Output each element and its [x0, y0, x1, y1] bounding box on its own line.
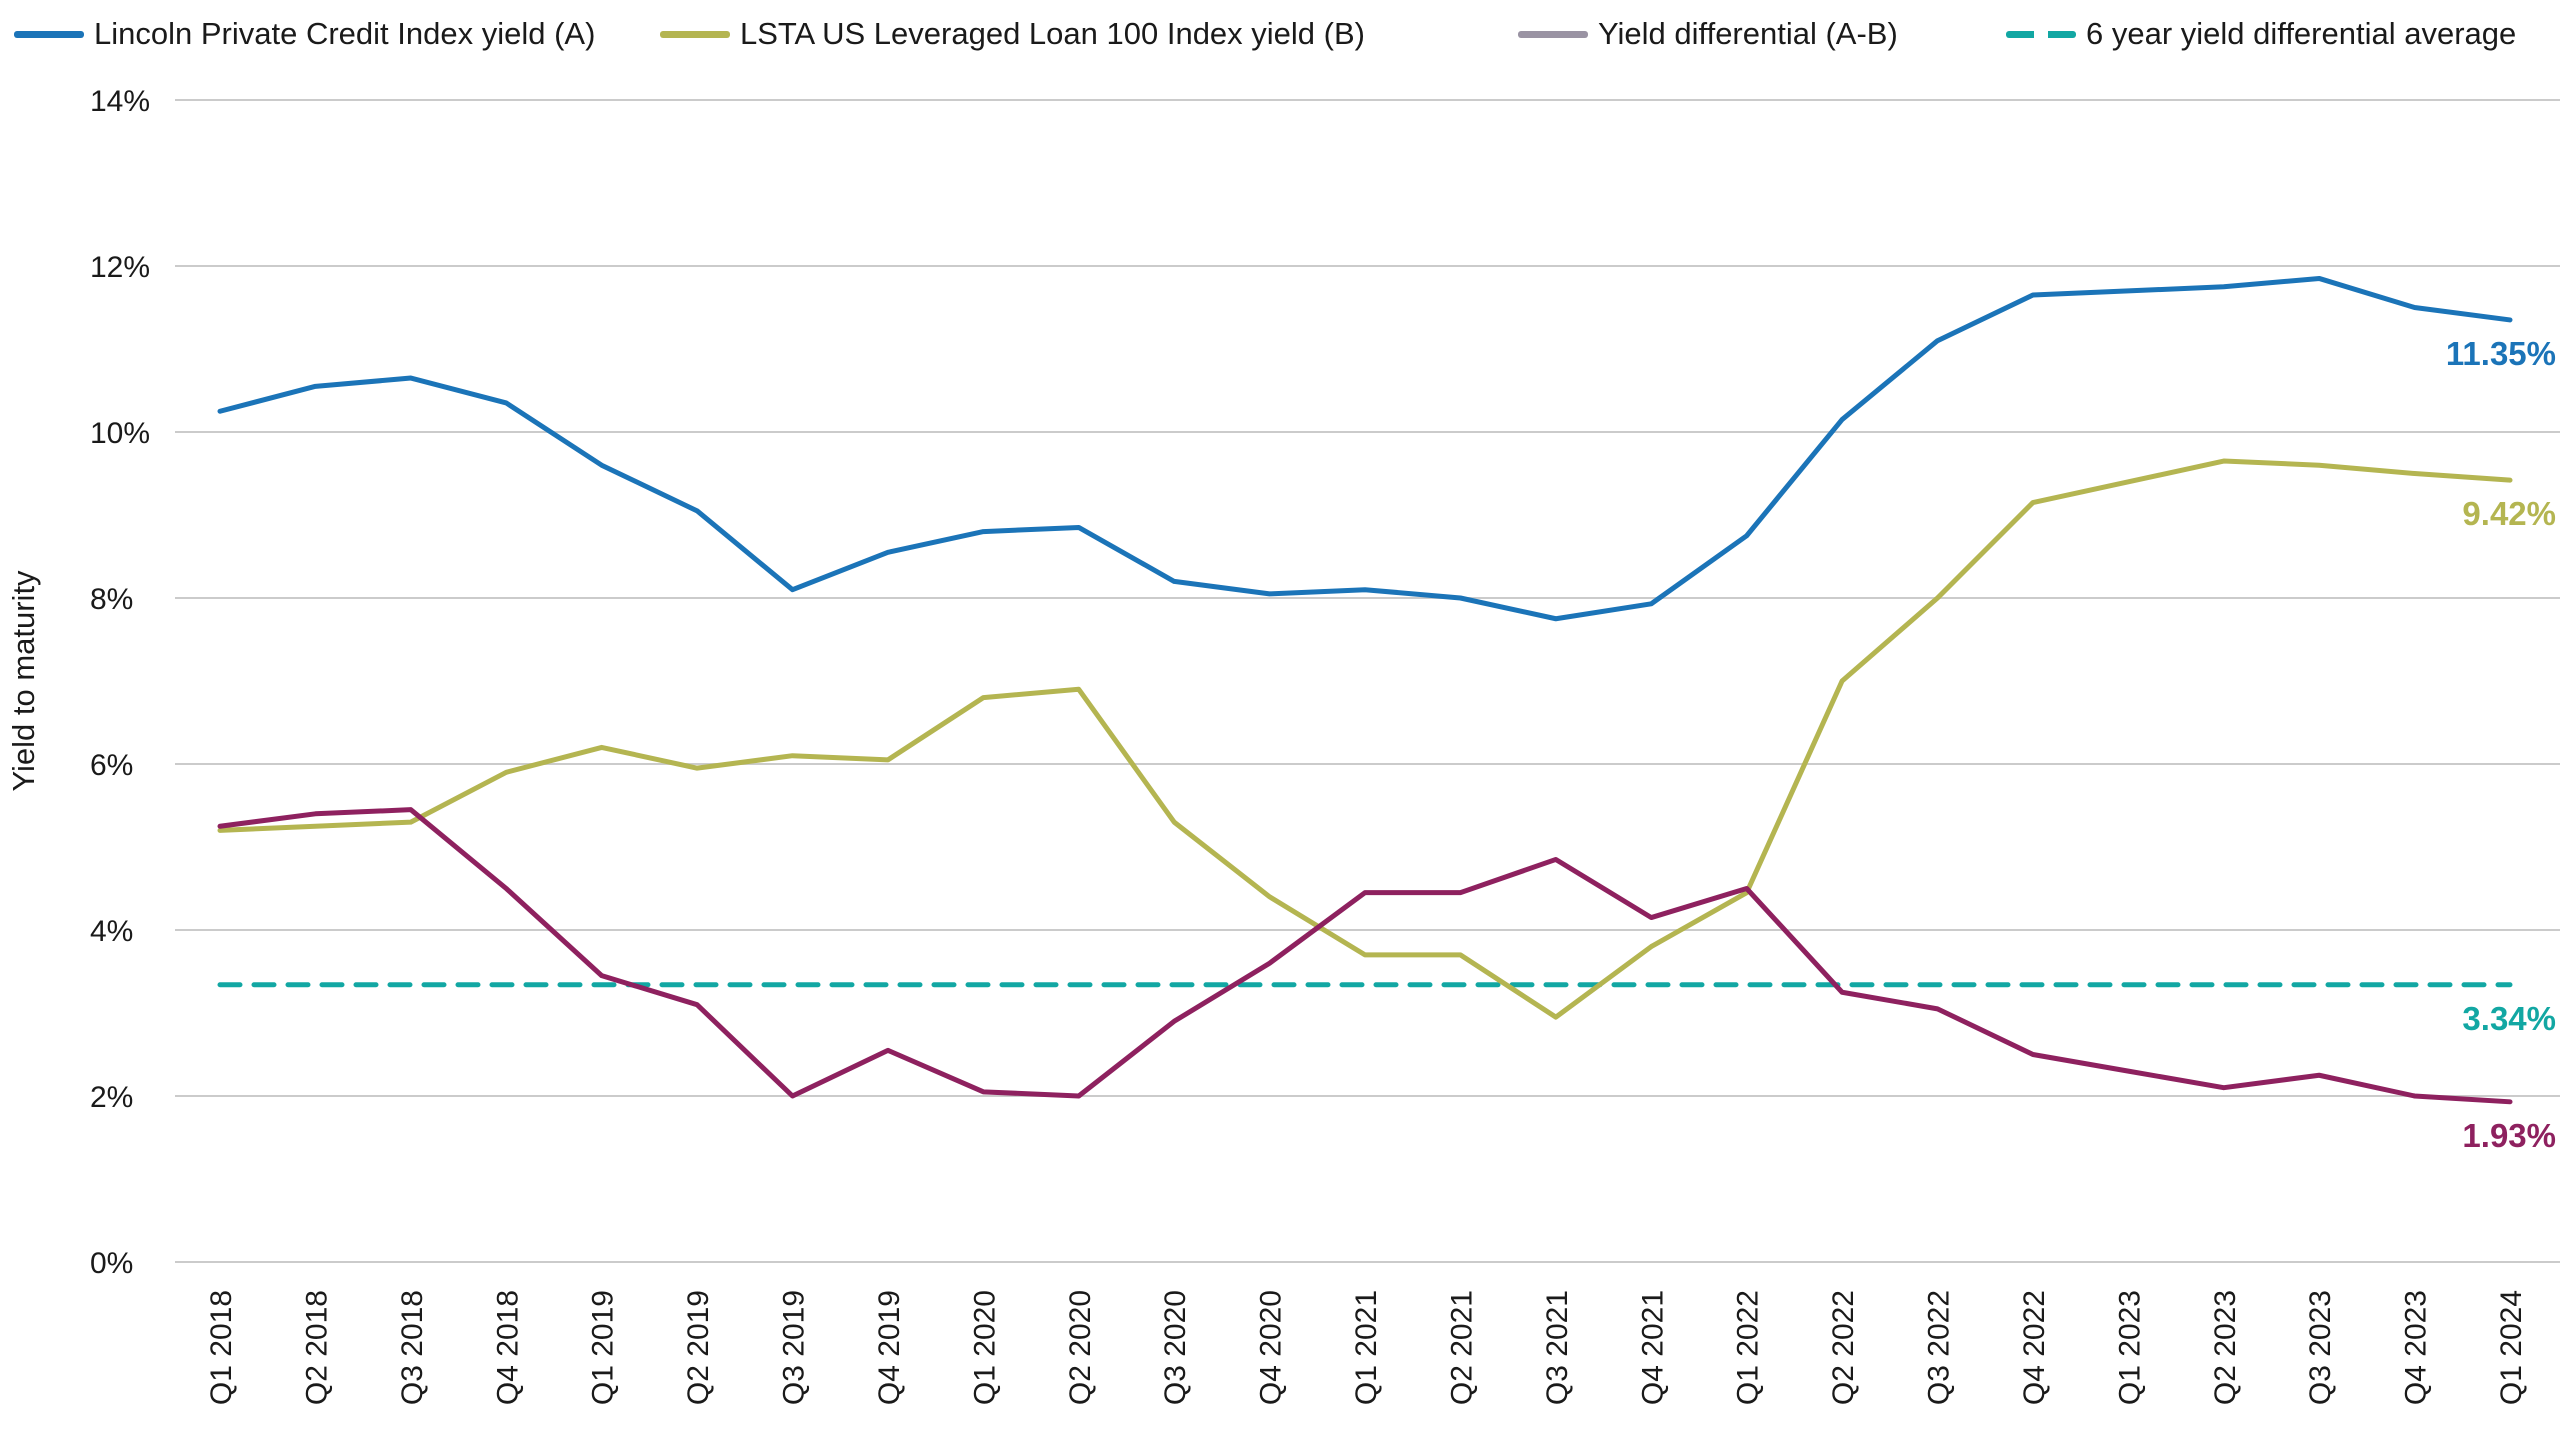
svg-text:Q1 2021: Q1 2021	[1350, 1290, 1383, 1405]
svg-text:Q4 2020: Q4 2020	[1255, 1290, 1288, 1405]
svg-text:Q2 2021: Q2 2021	[1445, 1290, 1478, 1405]
svg-text:Q4 2018: Q4 2018	[491, 1290, 524, 1405]
svg-text:12%: 12%	[90, 251, 150, 284]
svg-text:14%: 14%	[90, 85, 150, 118]
svg-text:2%: 2%	[90, 1081, 133, 1114]
svg-text:4%: 4%	[90, 915, 133, 948]
svg-text:6%: 6%	[90, 749, 133, 782]
svg-text:8%: 8%	[90, 583, 133, 616]
svg-text:Q3 2023: Q3 2023	[2304, 1290, 2337, 1405]
legend-swatch-0	[14, 30, 84, 38]
svg-text:1.93%: 1.93%	[2462, 1117, 2556, 1154]
svg-text:Q1 2018: Q1 2018	[205, 1290, 238, 1405]
svg-text:Q2 2020: Q2 2020	[1064, 1290, 1097, 1405]
svg-text:10%: 10%	[90, 417, 150, 450]
svg-text:Q1 2023: Q1 2023	[2113, 1290, 2146, 1405]
svg-text:Q1 2019: Q1 2019	[587, 1290, 620, 1405]
chart-legend: Lincoln Private Credit Index yield (A) L…	[0, 0, 2560, 64]
svg-text:Q2 2018: Q2 2018	[300, 1290, 333, 1405]
legend-item-yield-differential: Yield differential (A-B)	[1518, 14, 1898, 54]
legend-item-differential-average: 6 year yield differential average	[2006, 14, 2516, 54]
legend-label-lincoln-yield: Lincoln Private Credit Index yield (A)	[94, 16, 596, 51]
svg-text:Q1 2022: Q1 2022	[1732, 1290, 1765, 1405]
legend-item-lincoln-yield: Lincoln Private Credit Index yield (A)	[14, 14, 595, 54]
svg-text:9.42%: 9.42%	[2462, 495, 2556, 532]
legend-label-differential-average: 6 year yield differential average	[2086, 16, 2517, 51]
svg-text:0%: 0%	[90, 1247, 133, 1280]
svg-text:3.34%: 3.34%	[2462, 1000, 2556, 1037]
svg-text:Q2 2019: Q2 2019	[682, 1290, 715, 1405]
svg-text:Q1 2024: Q1 2024	[2495, 1290, 2528, 1405]
legend-label-yield-differential: Yield differential (A-B)	[1598, 16, 1898, 51]
svg-text:Q4 2019: Q4 2019	[873, 1290, 906, 1405]
svg-text:Q1 2020: Q1 2020	[968, 1290, 1001, 1405]
svg-text:Q3 2018: Q3 2018	[396, 1290, 429, 1405]
svg-text:11.35%: 11.35%	[2446, 335, 2556, 372]
svg-text:Q3 2019: Q3 2019	[778, 1290, 811, 1405]
svg-text:Q4 2022: Q4 2022	[2018, 1290, 2051, 1405]
svg-text:Yield to maturity: Yield to maturity	[6, 570, 41, 792]
legend-label-lsta-yield: LSTA US Leveraged Loan 100 Index yield (…	[740, 16, 1365, 51]
legend-item-lsta-yield: LSTA US Leveraged Loan 100 Index yield (…	[660, 14, 1365, 54]
svg-text:Q3 2020: Q3 2020	[1159, 1290, 1192, 1405]
svg-text:Q4 2021: Q4 2021	[1636, 1290, 1669, 1405]
svg-text:Q4 2023: Q4 2023	[2400, 1290, 2433, 1405]
legend-swatch-1	[660, 30, 730, 38]
legend-swatch-3	[2006, 30, 2076, 38]
svg-text:Q3 2021: Q3 2021	[1541, 1290, 1574, 1405]
svg-text:Q2 2022: Q2 2022	[1827, 1290, 1860, 1405]
svg-text:Q2 2023: Q2 2023	[2209, 1290, 2242, 1405]
legend-swatch-2	[1518, 30, 1588, 38]
svg-text:Q3 2022: Q3 2022	[1923, 1290, 1956, 1405]
